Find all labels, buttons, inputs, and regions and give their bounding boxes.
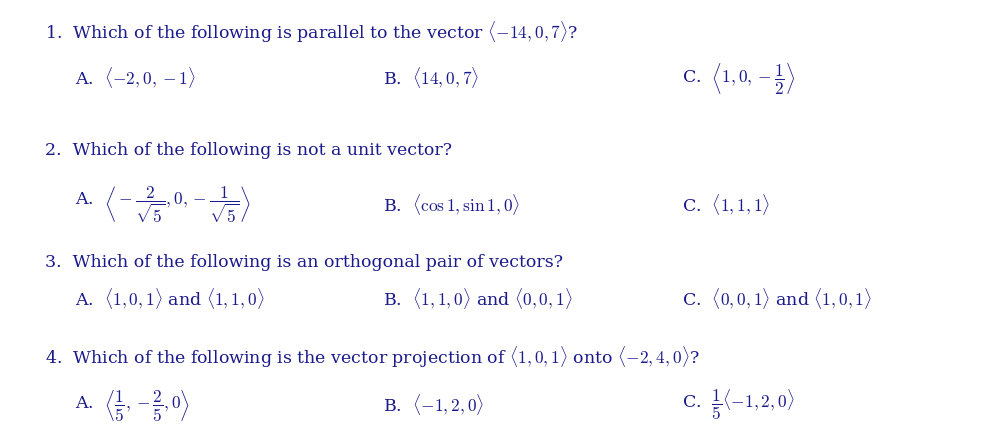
Text: 4.  Which of the following is the vector projection of $\langle{1,0,1}\rangle$ o: 4. Which of the following is the vector … [45,345,699,370]
Text: C.  $\langle{0,0,1}\rangle$ and $\langle{1,0,1}\rangle$: C. $\langle{0,0,1}\rangle$ and $\langle{… [681,286,871,311]
Text: 3.  Which of the following is an orthogonal pair of vectors?: 3. Which of the following is an orthogon… [45,254,563,271]
Text: A.  $\left\langle \dfrac{1}{5},-\dfrac{2}{5},0\right\rangle$: A. $\left\langle \dfrac{1}{5},-\dfrac{2}… [75,387,190,423]
Text: B.  $\langle{14,0,7}\rangle$: B. $\langle{14,0,7}\rangle$ [383,65,479,90]
Text: B.  $\langle{1,1,0}\rangle$ and $\langle{0,0,1}\rangle$: B. $\langle{1,1,0}\rangle$ and $\langle{… [383,286,573,311]
Text: A.  $\langle{1,0,1}\rangle$ and $\langle{1,1,0}\rangle$: A. $\langle{1,0,1}\rangle$ and $\langle{… [75,286,263,311]
Text: B.  $\langle{\cos 1, \sin 1,0}\rangle$: B. $\langle{\cos 1, \sin 1,0}\rangle$ [383,192,520,217]
Text: A.  $\left\langle -\dfrac{2}{\sqrt{5}},0,-\dfrac{1}{\sqrt{5}}\right\rangle$: A. $\left\langle -\dfrac{2}{\sqrt{5}},0,… [75,184,250,225]
Text: 1.  Which of the following is parallel to the vector $\langle{-14,0,7}\rangle$?: 1. Which of the following is parallel to… [45,20,578,45]
Text: C.  $\left\langle 1,0,-\dfrac{1}{2}\right\rangle$: C. $\left\langle 1,0,-\dfrac{1}{2}\right… [681,60,794,96]
Text: C.  $\dfrac{1}{5}\langle{-1,2,0}\rangle$: C. $\dfrac{1}{5}\langle{-1,2,0}\rangle$ [681,388,793,422]
Text: B.  $\langle{-1,2,0}\rangle$: B. $\langle{-1,2,0}\rangle$ [383,392,484,417]
Text: 2.  Which of the following is not a unit vector?: 2. Which of the following is not a unit … [45,142,451,159]
Text: A.  $\langle{-2,0,-1}\rangle$: A. $\langle{-2,0,-1}\rangle$ [75,65,195,90]
Text: C.  $\langle{1,1,1}\rangle$: C. $\langle{1,1,1}\rangle$ [681,192,769,217]
